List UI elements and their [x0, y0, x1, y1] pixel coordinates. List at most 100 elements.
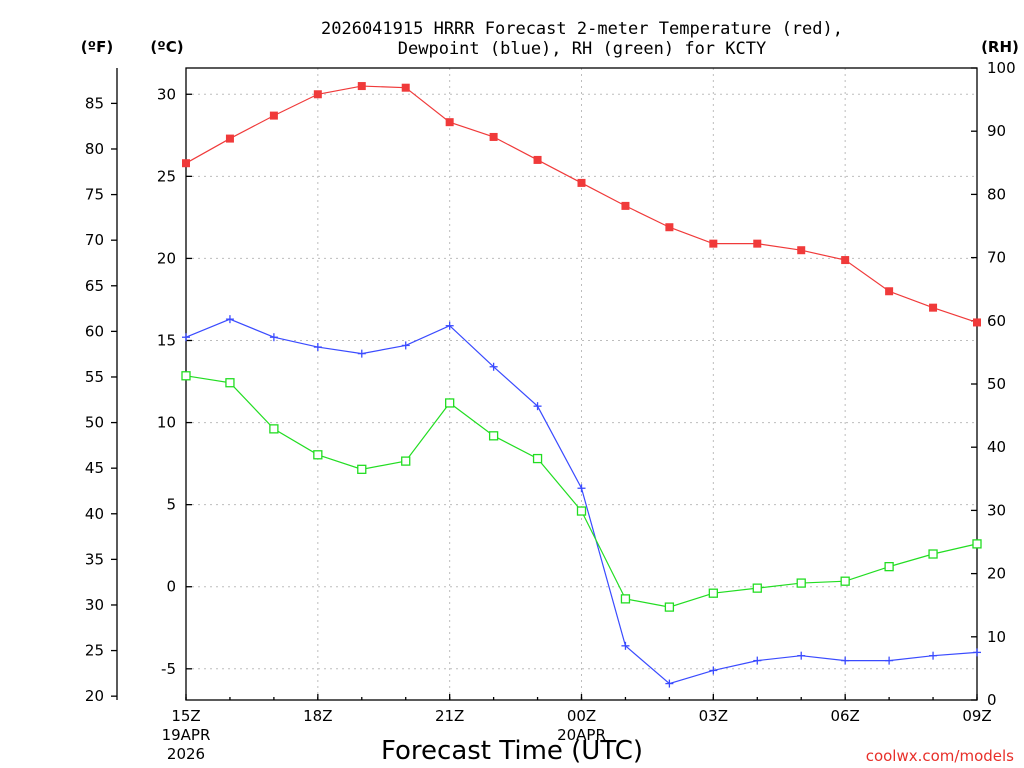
- x-tick-label: 18Z: [303, 707, 332, 725]
- dewpoint-point: [225, 315, 234, 324]
- rh-point: [181, 371, 191, 381]
- dewpoint-point: [753, 656, 762, 665]
- rh-point: [488, 431, 499, 441]
- temperature-point: [665, 223, 674, 232]
- rh-point: [313, 450, 323, 460]
- temperature-point: [709, 239, 718, 248]
- dewpoint-point: [929, 651, 938, 660]
- fahrenheit-tick-label: 30: [85, 596, 104, 614]
- fahrenheit-tick-label: 55: [85, 368, 104, 386]
- temperature-point: [753, 239, 762, 248]
- fahrenheit-tick-label: 75: [85, 186, 104, 204]
- celsius-tick-label: 15: [157, 331, 176, 349]
- credit-label: coolwx.com/models: [866, 747, 1014, 765]
- rh-point: [225, 378, 235, 388]
- dewpoint-point: [885, 656, 894, 665]
- rh-point: [972, 539, 982, 549]
- dewpoint-point: [621, 641, 630, 650]
- dewpoint-point: [182, 333, 190, 342]
- rh-point: [357, 464, 367, 474]
- fahrenheit-tick-label: 50: [85, 414, 104, 432]
- rh-tick-label: 80: [987, 185, 1006, 203]
- temperature-point: [797, 246, 806, 255]
- rh-tick-label: 100: [987, 59, 1016, 77]
- rh-tick-label: 90: [987, 122, 1006, 140]
- rh-tick-label: 20: [987, 565, 1006, 583]
- temperature-point: [313, 90, 322, 99]
- fahrenheit-tick-label: 20: [85, 687, 104, 705]
- celsius-tick-label: 25: [157, 167, 176, 185]
- rh-point: [576, 506, 587, 516]
- x-tick-date-label: 19APR: [162, 726, 211, 744]
- rh-tick-label: 70: [987, 249, 1006, 267]
- x-tick-date-label: 20APR: [557, 726, 606, 744]
- rh-point: [752, 583, 762, 593]
- grid-lines: [185, 68, 978, 700]
- dewpoint-point: [709, 666, 718, 675]
- celsius-tick-label: 30: [157, 85, 176, 103]
- celsius-tick-label: 0: [166, 578, 176, 596]
- rh-point: [532, 453, 543, 464]
- temperature-point: [841, 256, 850, 265]
- celsius-unit-label: (ºC): [150, 38, 183, 56]
- fahrenheit-tick-label: 65: [85, 277, 104, 295]
- celsius-tick-label: -5: [161, 660, 176, 678]
- rh-tick-label: 0: [987, 691, 997, 709]
- rh-point: [445, 398, 455, 408]
- dewpoint-point: [401, 341, 410, 350]
- rh-tick-label: 60: [987, 312, 1006, 330]
- rh-point: [401, 456, 411, 466]
- temperature-point: [445, 118, 454, 127]
- temperature-point: [577, 178, 586, 187]
- x-tick-label: 09Z: [962, 707, 991, 725]
- temperature-point: [885, 287, 894, 296]
- data-series: [181, 82, 982, 688]
- celsius-tick-label: 20: [157, 249, 176, 267]
- temperature-point: [533, 155, 542, 164]
- rh-tick-label: 50: [987, 375, 1006, 393]
- x-tick-label: 03Z: [699, 707, 728, 725]
- rh-point: [664, 602, 675, 612]
- x-axis-title: Forecast Time (UTC): [381, 736, 643, 766]
- temperature-point: [357, 82, 366, 91]
- rh-point: [708, 588, 718, 598]
- dewpoint-point: [577, 484, 586, 493]
- temperature-point: [929, 303, 938, 312]
- rh-point: [840, 576, 850, 586]
- fahrenheit-tick-label: 85: [85, 94, 104, 112]
- dewpoint-point: [313, 343, 322, 352]
- x-tick-label: 21Z: [435, 707, 464, 725]
- temperature-point: [401, 83, 410, 92]
- rh-point: [620, 594, 631, 604]
- fahrenheit-tick-label: 80: [85, 140, 104, 158]
- rh-point: [884, 561, 894, 572]
- plot-frame: [185, 67, 978, 701]
- temperature-point: [973, 318, 981, 327]
- fahrenheit-tick-label: 25: [85, 642, 104, 660]
- dewpoint-point: [445, 321, 454, 330]
- fahrenheit-tick-label: 40: [85, 505, 104, 523]
- temperature-line: [185, 85, 978, 324]
- temperature-point: [489, 132, 498, 141]
- fahrenheit-tick-label: 35: [85, 550, 104, 568]
- temperature-point: [225, 134, 234, 143]
- chart-title-line-1: 2026041915 HRRR Forecast 2-meter Tempera…: [321, 19, 843, 39]
- temperature-point: [621, 201, 630, 210]
- fahrenheit-tick-label: 70: [85, 231, 104, 249]
- celsius-tick-label: 10: [157, 414, 176, 432]
- rh-point: [269, 424, 279, 434]
- x-tick-label: 00Z: [567, 707, 596, 725]
- x-tick-label: 06Z: [830, 707, 859, 725]
- dewpoint-point: [973, 648, 981, 657]
- dewpoint-point: [269, 333, 278, 342]
- fahrenheit-tick-label: 45: [85, 459, 104, 477]
- fahrenheit-tick-label: 60: [85, 322, 104, 340]
- dewpoint-point: [841, 656, 850, 665]
- dewpoint-point: [357, 349, 366, 358]
- dewpoint-point: [797, 651, 806, 660]
- x-tick-year-label: 2026: [167, 745, 205, 763]
- temperature-point: [182, 159, 190, 168]
- dewpoint-point: [489, 362, 498, 371]
